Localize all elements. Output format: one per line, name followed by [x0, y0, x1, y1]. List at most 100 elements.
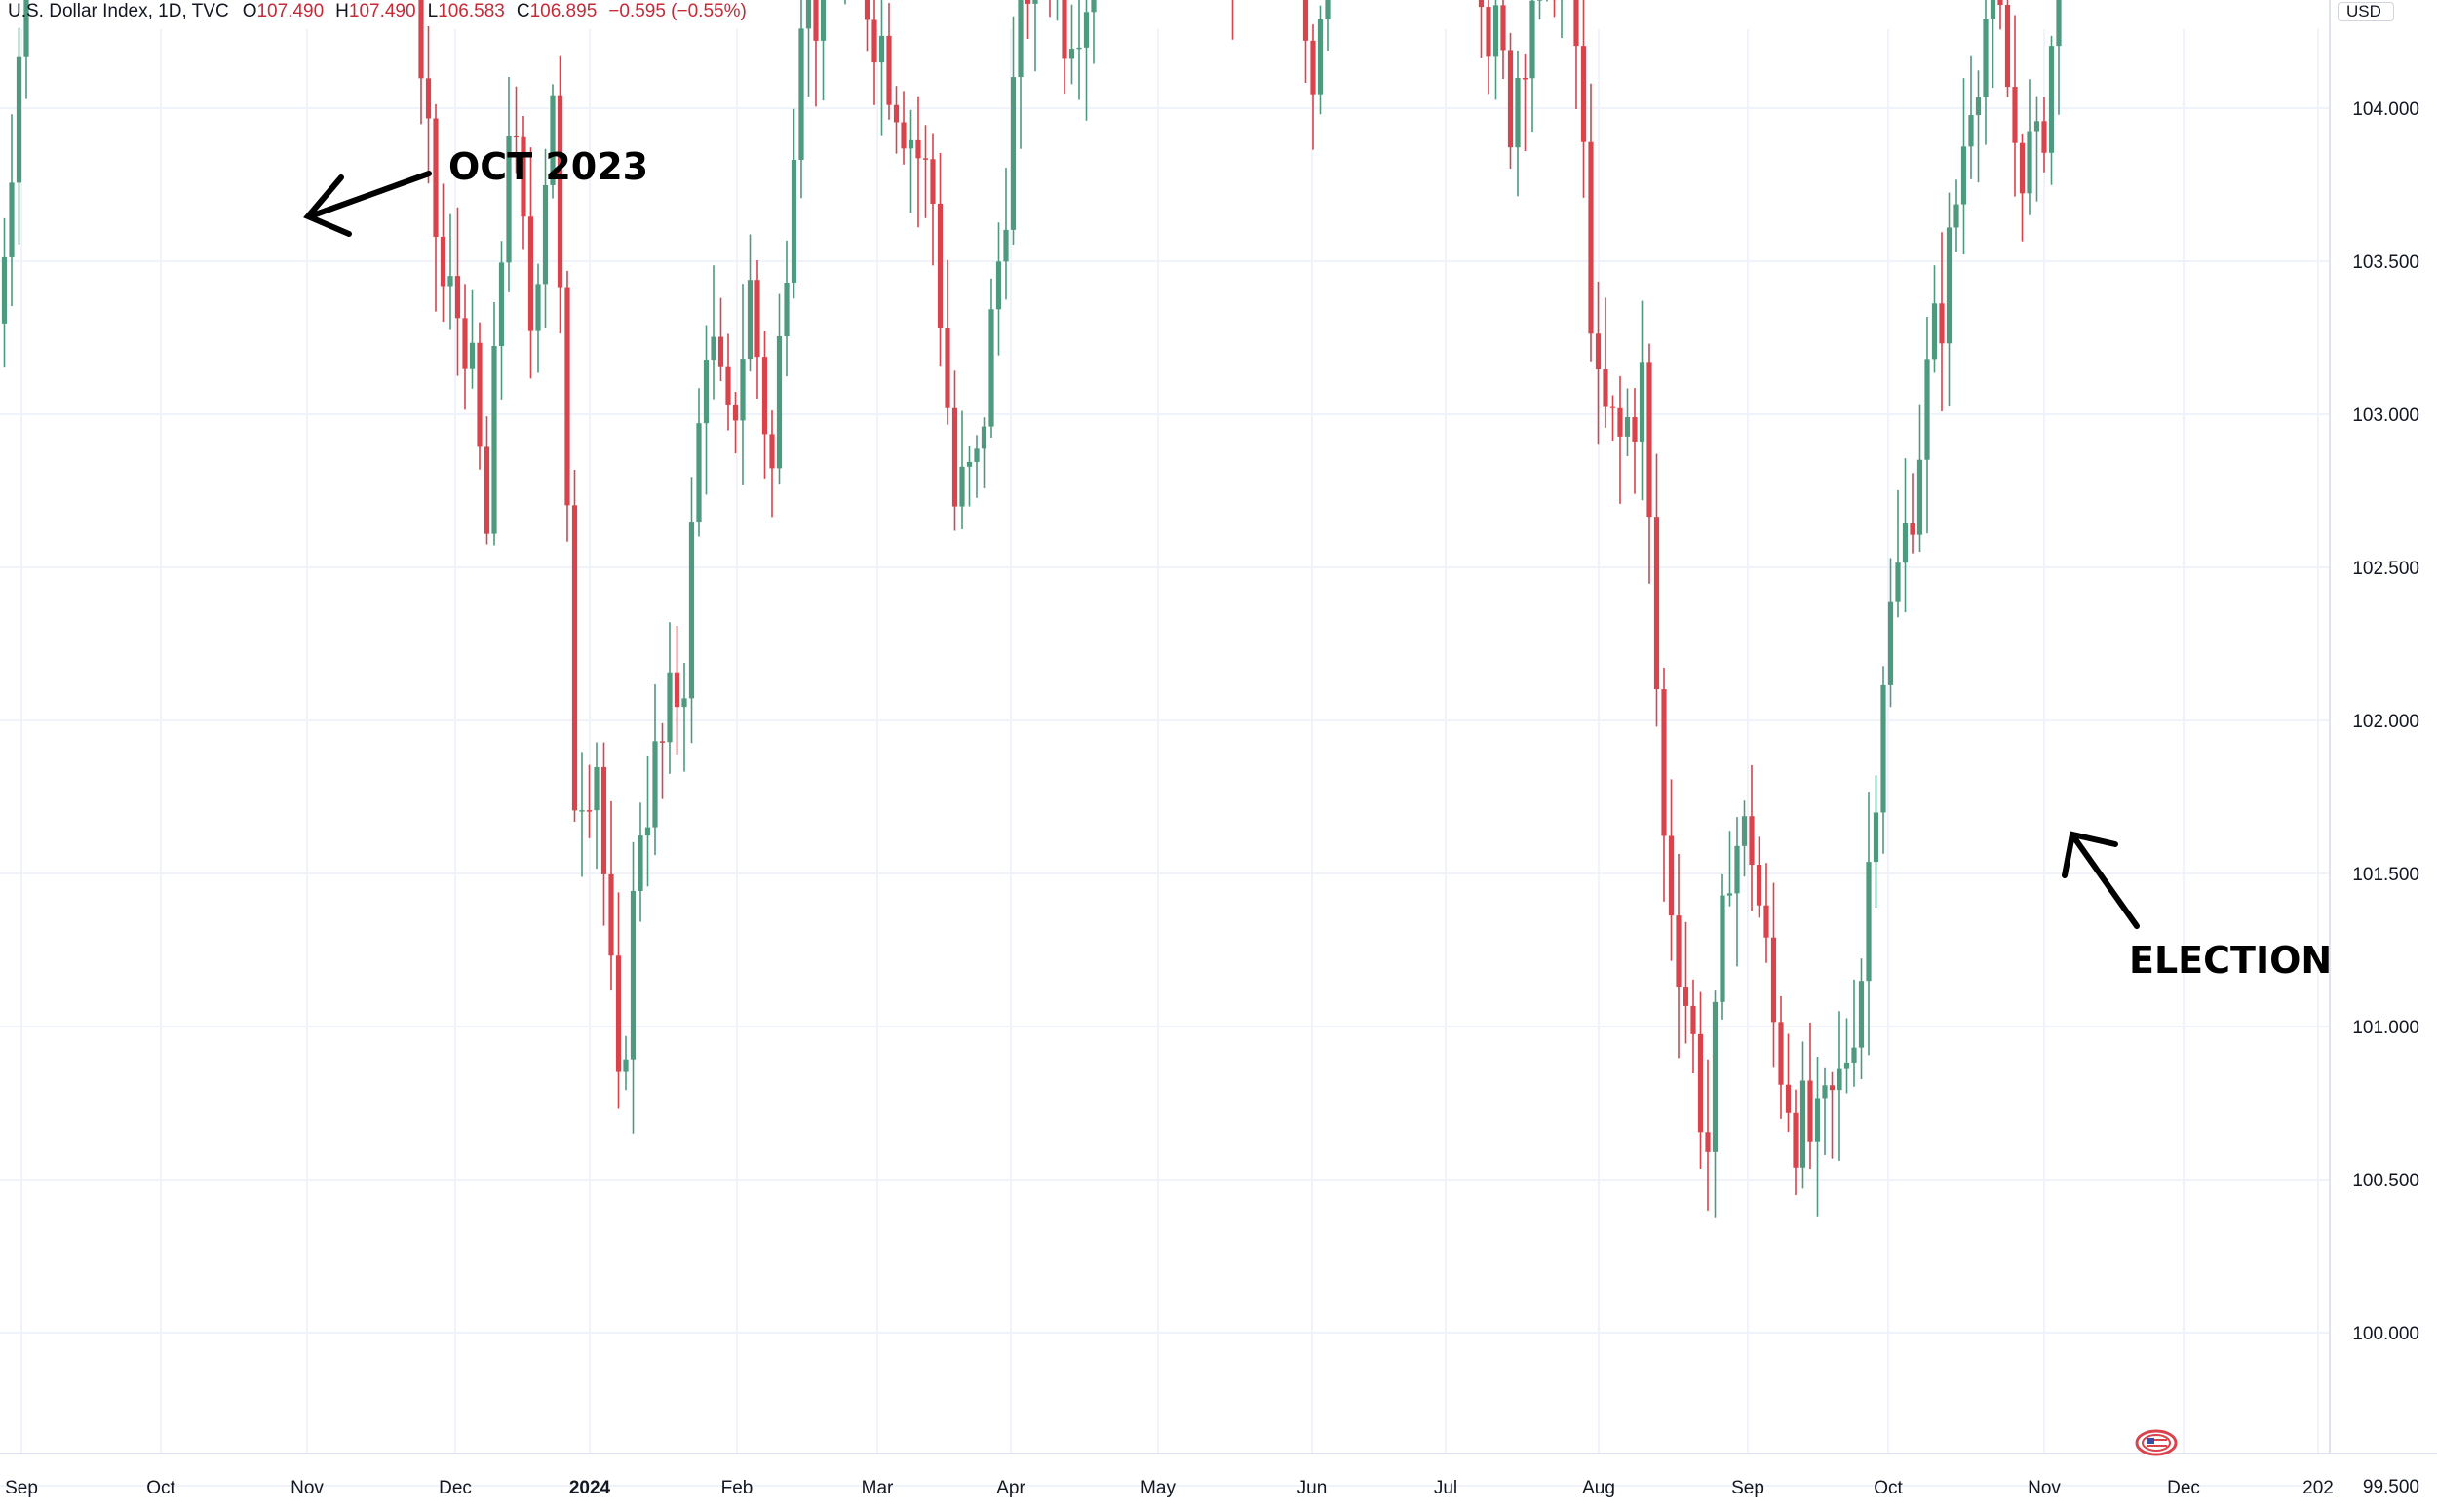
candle-body — [996, 261, 1001, 309]
candle-body — [1640, 362, 1644, 442]
candlestick-series — [0, 0, 2149, 1218]
candle — [1983, 0, 1988, 145]
candle-body — [1991, 0, 1995, 19]
candle-body — [564, 288, 569, 506]
price-tick-label: 99.500 — [2363, 1477, 2419, 1497]
time-tick-label: Aug — [1582, 1478, 1615, 1498]
symbol-title[interactable]: U.S. Dollar Index, 1D, TVC — [8, 1, 229, 22]
candle — [2034, 97, 2039, 202]
candle — [1318, 6, 1323, 115]
candle-body — [631, 891, 636, 1060]
candle-body — [587, 810, 592, 812]
candle-body — [1018, 0, 1023, 77]
candle-body — [1793, 1113, 1798, 1168]
candle-body — [1837, 1069, 1841, 1091]
candle — [1500, 0, 1505, 79]
candle — [901, 91, 906, 164]
candle — [967, 446, 972, 506]
candle — [558, 56, 562, 333]
candle — [718, 298, 723, 381]
candle-body — [1646, 362, 1651, 517]
candle-body — [974, 448, 979, 462]
candle-body — [1529, 1, 1534, 79]
candle-body — [484, 446, 489, 533]
open-label: O — [243, 1, 257, 22]
candle-body — [798, 28, 803, 160]
price-tick-label: 100.000 — [2352, 1324, 2419, 1344]
candle — [1603, 297, 1607, 427]
candle — [1961, 78, 1966, 254]
candle — [1947, 193, 1952, 406]
candle — [1851, 980, 1856, 1087]
candle — [689, 477, 694, 743]
candle-body — [1610, 407, 1615, 408]
candle-body — [938, 204, 943, 328]
candle — [1003, 168, 1008, 299]
currency-selector[interactable]: USD — [2338, 2, 2394, 21]
price-tick-label: 102.000 — [2352, 712, 2419, 732]
close-label: C — [517, 1, 530, 22]
price-tick-label: 101.000 — [2352, 1018, 2419, 1038]
candle-body — [1822, 1085, 1827, 1098]
candle — [1654, 454, 1659, 727]
candle — [1786, 1034, 1791, 1133]
candle-body — [1815, 1098, 1820, 1141]
candle — [1047, 0, 1052, 17]
candle — [1968, 56, 1973, 179]
candle-body — [1690, 1006, 1695, 1034]
candle-body — [1771, 938, 1776, 1023]
us-flag-icon[interactable] — [2135, 1429, 2178, 1456]
candle — [894, 86, 899, 153]
price-axis[interactable]: 99.500100.000100.500101.000101.500102.00… — [2330, 0, 2419, 1497]
candle-body — [777, 336, 782, 468]
candle — [491, 302, 496, 545]
candle-body — [1493, 5, 1498, 56]
candle — [1508, 33, 1513, 169]
candle-body — [638, 835, 642, 891]
candle — [704, 326, 709, 495]
candle-body — [982, 427, 986, 449]
candle-body — [748, 280, 753, 359]
candle-body — [1084, 12, 1089, 48]
candle — [865, 0, 870, 51]
time-tick-label: Jun — [1297, 1478, 1328, 1498]
candle-body — [1573, 0, 1578, 46]
candle-body — [725, 367, 730, 405]
candle-body — [1830, 1085, 1835, 1090]
time-tick-label: Sep — [5, 1478, 38, 1498]
candle-body — [1734, 846, 1739, 894]
candle — [2, 218, 7, 367]
candle — [1866, 792, 1871, 1055]
candle-body — [762, 357, 767, 434]
candle-body — [769, 434, 774, 468]
candle-body — [1924, 359, 1929, 459]
candle — [441, 183, 445, 321]
candle-body — [1596, 333, 1601, 369]
candle-body — [1778, 1022, 1783, 1084]
candle — [1303, 0, 1308, 83]
candle-body — [660, 741, 665, 743]
candle — [1523, 54, 1528, 151]
candle-body — [1588, 142, 1593, 334]
candle-body — [754, 280, 759, 357]
candle-body — [1661, 689, 1666, 835]
candle-body — [2, 257, 7, 324]
candle — [587, 765, 592, 838]
price-tick-label: 103.000 — [2352, 406, 2419, 426]
candle — [1479, 0, 1484, 58]
candle — [1815, 1057, 1820, 1217]
candle — [1515, 51, 1520, 197]
candle-body — [1844, 1063, 1849, 1069]
candle — [667, 622, 672, 774]
candle — [572, 470, 577, 822]
candle-body — [2005, 5, 2010, 87]
candle — [1573, 0, 1578, 109]
candle — [1588, 84, 1593, 362]
candle-body — [441, 237, 445, 287]
candle — [769, 410, 774, 517]
candle — [564, 271, 569, 542]
candle-body — [923, 158, 928, 160]
candle-body — [740, 359, 745, 420]
